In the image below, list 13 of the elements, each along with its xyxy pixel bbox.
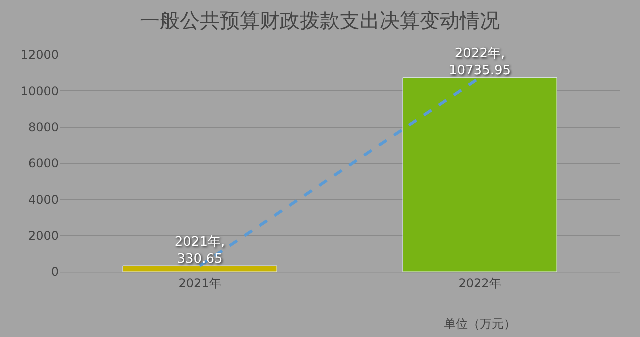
y-tick-label: 4000 <box>28 192 59 207</box>
y-tick-label: 12000 <box>20 48 59 62</box>
data-label: 2021年, 330.65 <box>174 234 226 267</box>
y-tick-label: 2000 <box>28 229 59 244</box>
y-tick-label: 8000 <box>28 120 59 135</box>
x-tick-label: 2022年 <box>458 276 502 290</box>
chart-title: 一般公共预算财政拨款支出决算变动情况 <box>140 8 500 32</box>
data-label: 2022年, 10735.95 <box>448 46 512 79</box>
y-tick-label: 0 <box>51 265 59 280</box>
x-tick-label: 2021年 <box>178 276 222 290</box>
y-tick-label: 6000 <box>28 156 59 171</box>
text: 单位（万元） <box>444 317 516 331</box>
y-tick-label: 10000 <box>20 84 59 98</box>
